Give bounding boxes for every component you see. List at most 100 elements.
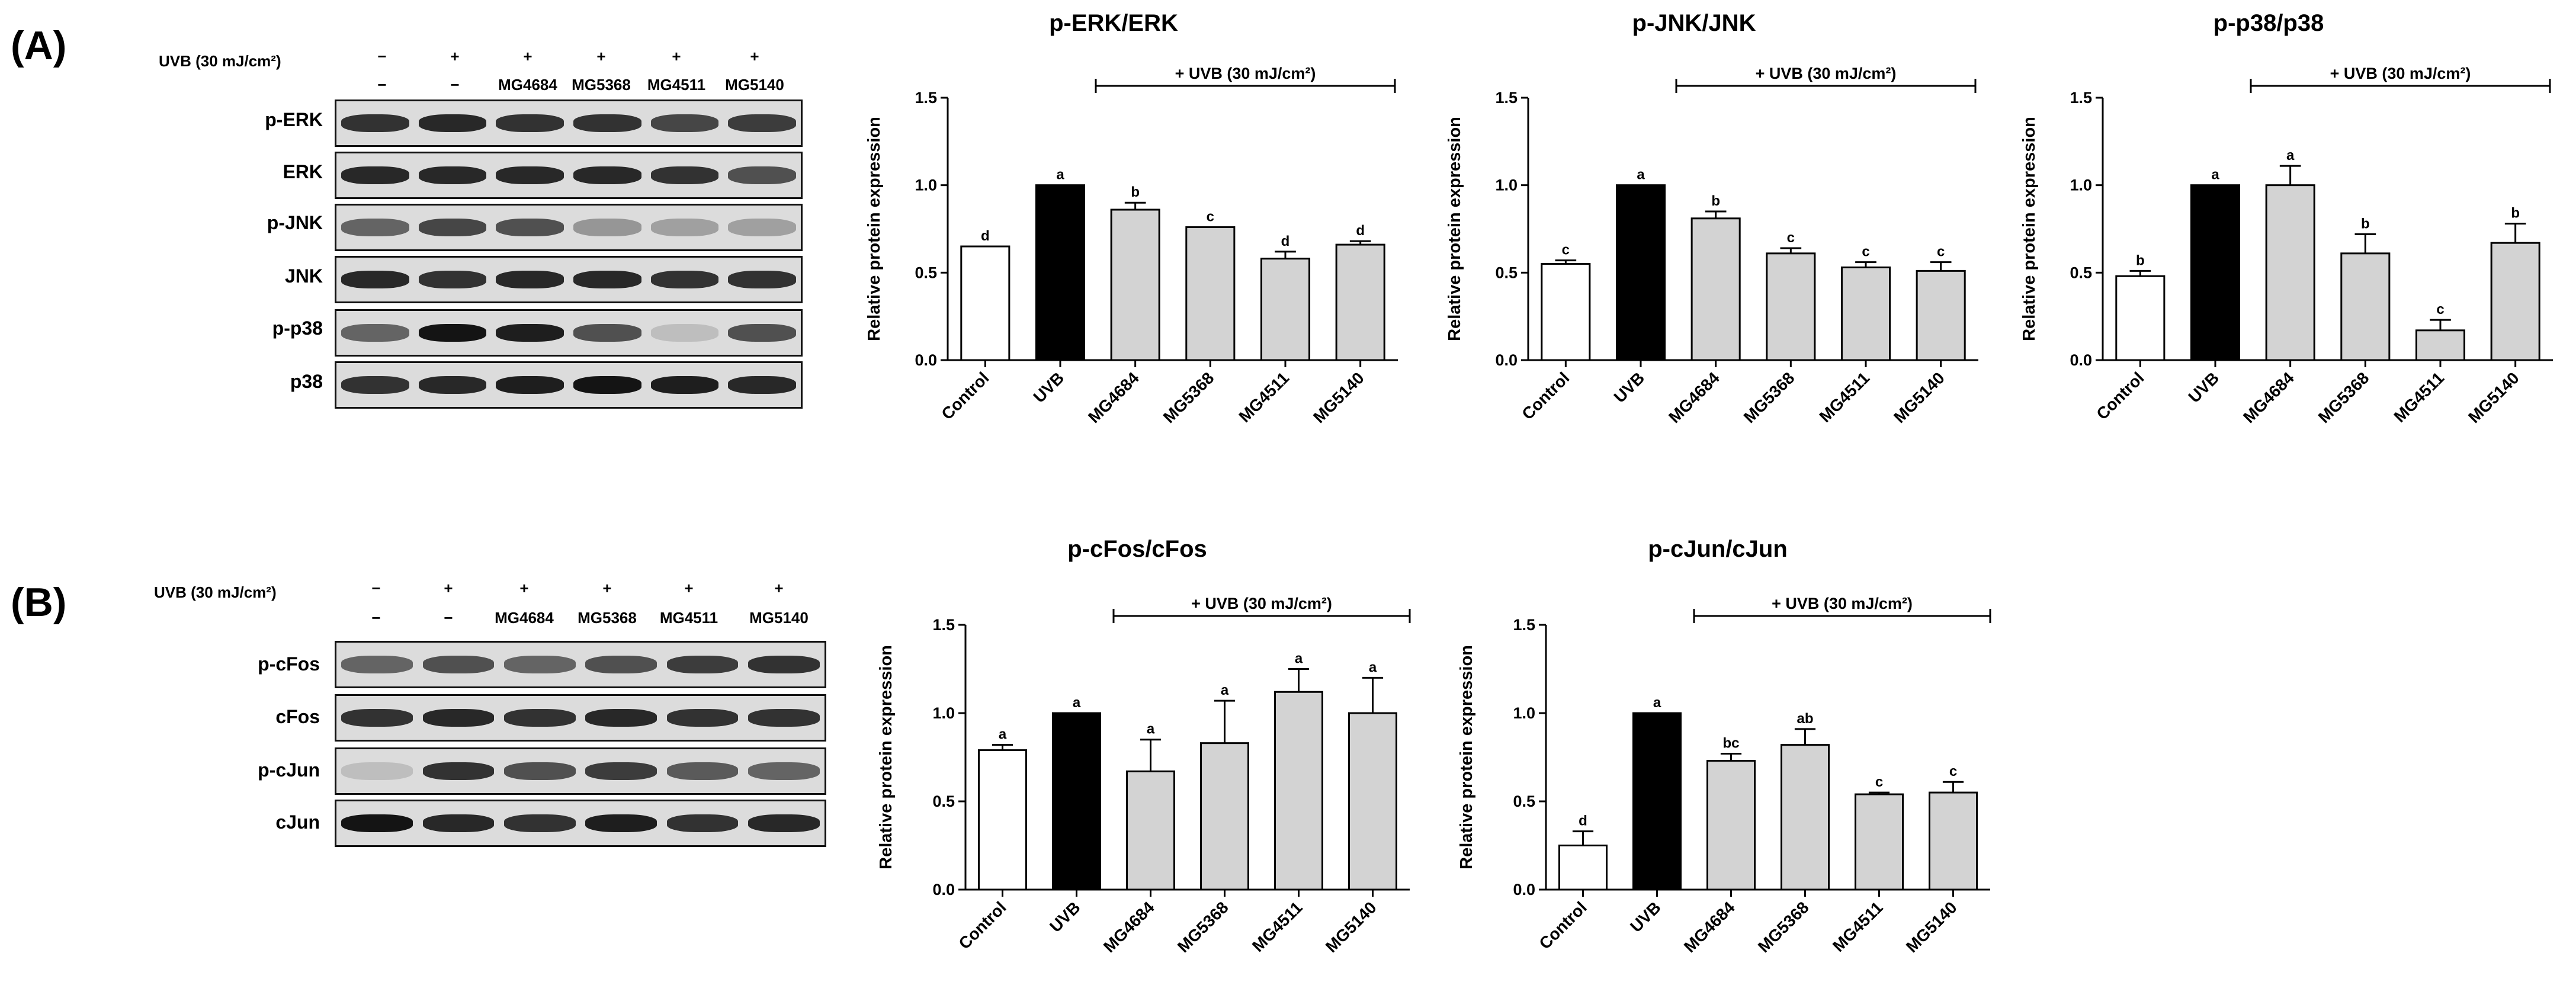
- western-blot-p-jnk: [335, 204, 803, 251]
- blot-band: [496, 114, 564, 132]
- blot-label-p-jnk: p-JNK: [267, 212, 323, 233]
- bar-uvb: [1615, 184, 1666, 361]
- significance-letter: ab: [1797, 711, 1813, 727]
- x-tick-label: MG5368: [1160, 368, 1218, 426]
- western-blot-p-p38: [335, 309, 803, 357]
- blot-band: [341, 376, 409, 394]
- x-tick-label: MG5140: [1890, 368, 1948, 426]
- significance-letter: c: [2436, 301, 2444, 317]
- blot-band: [422, 709, 495, 727]
- y-tick-label: 0.0: [915, 351, 937, 369]
- x-tick-label: MG4684: [2240, 368, 2298, 426]
- uvb-mark: +: [672, 47, 681, 65]
- blot-band: [650, 271, 719, 288]
- x-tick-label: MG5140: [2465, 368, 2523, 426]
- significance-letter: d: [1579, 813, 1587, 829]
- blot-band: [728, 219, 797, 236]
- significance-letter: b: [1131, 184, 1140, 200]
- blot-band: [496, 219, 564, 236]
- significance-letter: b: [2361, 216, 2370, 232]
- blot-band: [503, 814, 576, 832]
- blot-band: [418, 219, 487, 236]
- blot-band: [748, 814, 820, 832]
- blot-band: [573, 376, 641, 394]
- blot-band: [585, 656, 657, 673]
- x-tick-label: UVB: [1030, 368, 1068, 406]
- blot-band: [418, 114, 487, 132]
- significance-letter: c: [1862, 244, 1869, 260]
- significance-letter: b: [2136, 252, 2145, 268]
- blot-band: [422, 656, 495, 673]
- bar-mg4511: [1840, 266, 1891, 361]
- significance-letter: c: [1787, 230, 1795, 246]
- blot-band: [341, 114, 409, 132]
- y-tick-label: 0.5: [1513, 792, 1535, 810]
- blot-band: [728, 376, 797, 394]
- bar-mg5368: [1766, 252, 1816, 361]
- y-tick-label: 1.0: [1495, 176, 1518, 194]
- x-tick-label: MG4511: [1249, 898, 1306, 955]
- uvb-mark: +: [750, 47, 759, 65]
- y-axis-label: Relative protein expression: [2020, 117, 2039, 341]
- y-tick-label: 0.5: [1495, 264, 1518, 281]
- blot-band: [650, 166, 719, 184]
- bracket-label: + UVB (30 mJ/cm²): [1772, 595, 1913, 612]
- y-tick-label: 1.0: [2070, 176, 2092, 194]
- significance-letter: bc: [1722, 736, 1739, 752]
- western-blot-p-erk: [335, 100, 803, 147]
- bar-chart-p-p38: p-p38/p38 + UVB (30 mJ/cm²) 0.0 0.5 1.0 1.5 Re…: [2020, 10, 2553, 426]
- x-tick-label: Control: [2093, 368, 2147, 423]
- y-tick-label: 1.0: [932, 704, 955, 722]
- bar-control: [978, 749, 1027, 891]
- x-tick-label: MG5368: [1754, 898, 1812, 956]
- blot-band: [503, 709, 576, 727]
- x-tick-label: UVB: [1611, 368, 1648, 406]
- blot-band: [728, 114, 797, 132]
- x-tick-label: MG5140: [1322, 898, 1380, 956]
- x-tick-label: MG5140: [1310, 368, 1368, 426]
- blot-band: [341, 166, 409, 184]
- blot-band: [666, 814, 739, 832]
- significance-letter: c: [1937, 244, 1945, 260]
- y-axis-label: Relative protein expression: [877, 645, 896, 869]
- blot-label-p-cfos: p-cFos: [258, 653, 320, 675]
- significance-letter: d: [1356, 223, 1365, 239]
- blot-band: [341, 656, 413, 673]
- y-tick-label: 1.5: [1495, 89, 1518, 107]
- blot-band: [573, 166, 641, 184]
- blot-label-p-p38: p-p38: [272, 317, 323, 339]
- blot-band: [341, 762, 413, 780]
- blot-band: [503, 656, 576, 673]
- blot-band: [650, 114, 719, 132]
- x-tick-label: UVB: [1046, 898, 1084, 936]
- bar-chart-p-cfos: p-cFos/cFos + UVB (30 mJ/cm²) 0.0 0.5 1.0 1.5…: [877, 536, 1411, 956]
- bar-mg5140: [1929, 791, 1978, 891]
- bar-mg4511: [1855, 793, 1904, 891]
- bar-mg4684: [1690, 217, 1741, 361]
- chart-title: p-cFos/cFos: [1067, 536, 1207, 562]
- sample-mark: −: [444, 609, 453, 627]
- y-tick-label: 0.5: [932, 792, 955, 810]
- uvb-mark: +: [774, 579, 784, 597]
- significance-letter: b: [1711, 193, 1720, 209]
- y-axis-label: Relative protein expression: [865, 117, 884, 341]
- panel-b-uvb-row-label: UVB (30 mJ/cm²): [154, 583, 277, 601]
- y-tick-label: 1.5: [2070, 89, 2092, 107]
- sample-mark: −: [371, 609, 381, 627]
- bar-control: [960, 245, 1010, 361]
- blot-band: [728, 324, 797, 342]
- bar-mg4684: [2265, 184, 2315, 361]
- western-blot-p-cjun: [335, 747, 826, 795]
- bar-mg5140: [2490, 242, 2540, 361]
- significance-letter: a: [1221, 682, 1229, 698]
- blot-band: [341, 324, 409, 342]
- y-tick-label: 0.5: [2070, 264, 2092, 281]
- sample-mark: MG4511: [659, 609, 718, 627]
- chart-title: p-JNK/JNK: [1632, 10, 1756, 36]
- blot-band: [748, 709, 820, 727]
- blot-band: [650, 376, 719, 394]
- significance-letter: a: [999, 727, 1007, 743]
- uvb-mark: +: [444, 579, 453, 597]
- blot-label-p38: p38: [290, 371, 323, 392]
- x-tick-label: Control: [1518, 368, 1573, 423]
